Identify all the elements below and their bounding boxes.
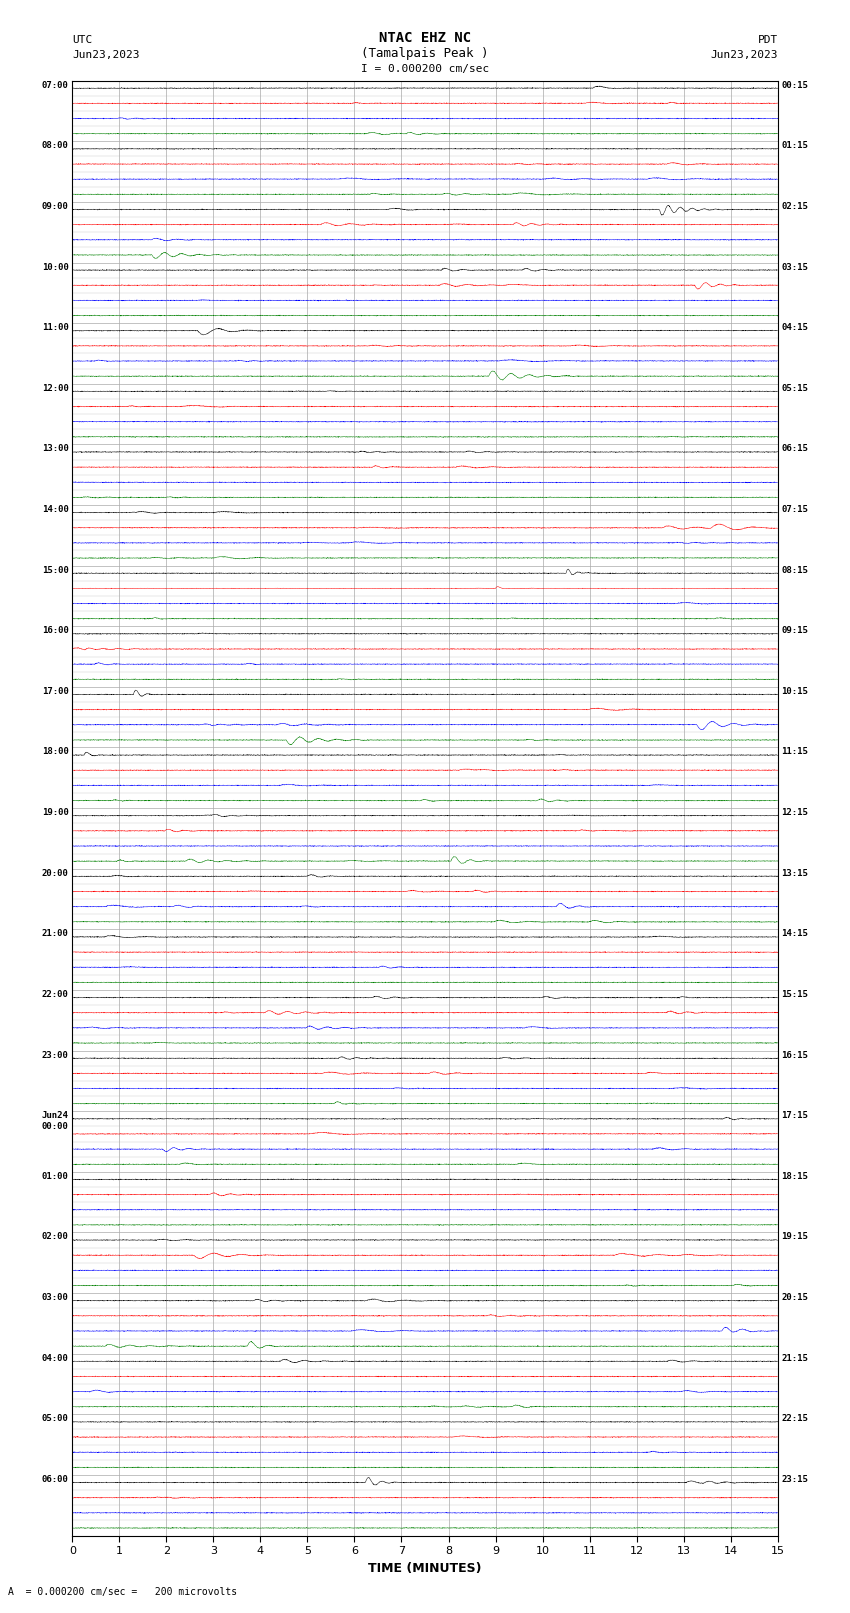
- Text: 08:15: 08:15: [781, 566, 808, 574]
- Text: 14:00: 14:00: [42, 505, 69, 515]
- Text: 22:15: 22:15: [781, 1415, 808, 1423]
- Text: 06:15: 06:15: [781, 444, 808, 453]
- Text: 13:00: 13:00: [42, 444, 69, 453]
- Text: 02:15: 02:15: [781, 202, 808, 211]
- Text: 21:00: 21:00: [42, 929, 69, 939]
- Text: 01:00: 01:00: [42, 1171, 69, 1181]
- Text: 22:00: 22:00: [42, 990, 69, 998]
- Text: Jun23,2023: Jun23,2023: [711, 50, 778, 60]
- Text: PDT: PDT: [757, 35, 778, 45]
- Text: 16:15: 16:15: [781, 1050, 808, 1060]
- Text: 09:00: 09:00: [42, 202, 69, 211]
- Text: 19:15: 19:15: [781, 1232, 808, 1242]
- Text: I = 0.000200 cm/sec: I = 0.000200 cm/sec: [361, 65, 489, 74]
- Text: 21:15: 21:15: [781, 1353, 808, 1363]
- Text: UTC: UTC: [72, 35, 93, 45]
- Text: 15:15: 15:15: [781, 990, 808, 998]
- Text: 10:00: 10:00: [42, 263, 69, 271]
- Text: 02:00: 02:00: [42, 1232, 69, 1242]
- Text: 06:00: 06:00: [42, 1474, 69, 1484]
- Text: 03:15: 03:15: [781, 263, 808, 271]
- Text: 12:00: 12:00: [42, 384, 69, 392]
- Text: 23:15: 23:15: [781, 1474, 808, 1484]
- Text: 05:15: 05:15: [781, 384, 808, 392]
- Text: 00:15: 00:15: [781, 81, 808, 90]
- Text: 18:15: 18:15: [781, 1171, 808, 1181]
- Text: 01:15: 01:15: [781, 142, 808, 150]
- Text: 13:15: 13:15: [781, 869, 808, 877]
- Text: 04:00: 04:00: [42, 1353, 69, 1363]
- Text: 20:15: 20:15: [781, 1294, 808, 1302]
- Text: 17:00: 17:00: [42, 687, 69, 695]
- Text: 09:15: 09:15: [781, 626, 808, 636]
- Text: 16:00: 16:00: [42, 626, 69, 636]
- Text: 19:00: 19:00: [42, 808, 69, 818]
- Text: 17:15: 17:15: [781, 1111, 808, 1119]
- Text: NTAC EHZ NC: NTAC EHZ NC: [379, 31, 471, 45]
- Text: 18:00: 18:00: [42, 747, 69, 756]
- Text: 11:15: 11:15: [781, 747, 808, 756]
- Text: 11:00: 11:00: [42, 323, 69, 332]
- Text: 04:15: 04:15: [781, 323, 808, 332]
- Text: Jun23,2023: Jun23,2023: [72, 50, 139, 60]
- Text: 05:00: 05:00: [42, 1415, 69, 1423]
- Text: 08:00: 08:00: [42, 142, 69, 150]
- Text: Jun24
00:00: Jun24 00:00: [42, 1111, 69, 1131]
- Text: 10:15: 10:15: [781, 687, 808, 695]
- Text: 15:00: 15:00: [42, 566, 69, 574]
- Text: 07:00: 07:00: [42, 81, 69, 90]
- Text: 23:00: 23:00: [42, 1050, 69, 1060]
- Text: 07:15: 07:15: [781, 505, 808, 515]
- X-axis label: TIME (MINUTES): TIME (MINUTES): [368, 1561, 482, 1574]
- Text: 03:00: 03:00: [42, 1294, 69, 1302]
- Text: 12:15: 12:15: [781, 808, 808, 818]
- Text: 20:00: 20:00: [42, 869, 69, 877]
- Text: 14:15: 14:15: [781, 929, 808, 939]
- Text: A  = 0.000200 cm/sec =   200 microvolts: A = 0.000200 cm/sec = 200 microvolts: [8, 1587, 238, 1597]
- Text: (Tamalpais Peak ): (Tamalpais Peak ): [361, 47, 489, 60]
